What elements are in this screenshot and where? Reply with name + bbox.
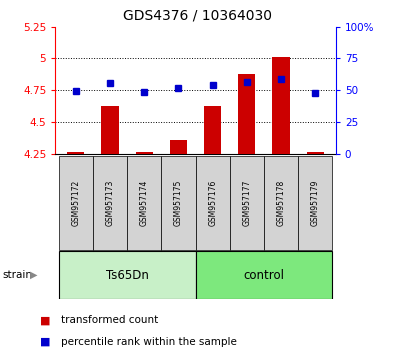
- Bar: [127, 156, 161, 250]
- Text: GSM957172: GSM957172: [71, 179, 80, 226]
- Bar: [196, 156, 230, 250]
- Bar: [298, 156, 332, 250]
- Bar: [59, 251, 196, 299]
- Bar: [135, 153, 153, 154]
- Bar: [273, 57, 290, 154]
- Text: GSM957173: GSM957173: [105, 179, 115, 226]
- Bar: [204, 105, 221, 154]
- Text: ■: ■: [40, 315, 50, 325]
- Bar: [230, 156, 264, 250]
- Bar: [307, 152, 324, 154]
- Text: GSM957178: GSM957178: [276, 179, 286, 226]
- Bar: [264, 156, 298, 250]
- Text: ■: ■: [40, 337, 50, 347]
- Text: ▶: ▶: [30, 270, 37, 280]
- Bar: [238, 74, 256, 154]
- Bar: [170, 140, 187, 154]
- Text: GDS4376 / 10364030: GDS4376 / 10364030: [123, 9, 272, 23]
- Text: strain: strain: [2, 270, 32, 280]
- Bar: [67, 152, 85, 154]
- Text: GSM957176: GSM957176: [208, 179, 217, 226]
- Bar: [161, 156, 196, 250]
- Text: GSM957179: GSM957179: [311, 179, 320, 226]
- Bar: [93, 156, 127, 250]
- Text: Ts65Dn: Ts65Dn: [106, 269, 149, 282]
- Text: GSM957175: GSM957175: [174, 179, 183, 226]
- Text: GSM957177: GSM957177: [242, 179, 251, 226]
- Bar: [59, 156, 93, 250]
- Text: transformed count: transformed count: [61, 315, 158, 325]
- Bar: [102, 105, 118, 154]
- Text: GSM957174: GSM957174: [140, 179, 149, 226]
- Text: percentile rank within the sample: percentile rank within the sample: [61, 337, 237, 347]
- Text: control: control: [243, 269, 284, 282]
- Bar: [196, 251, 332, 299]
